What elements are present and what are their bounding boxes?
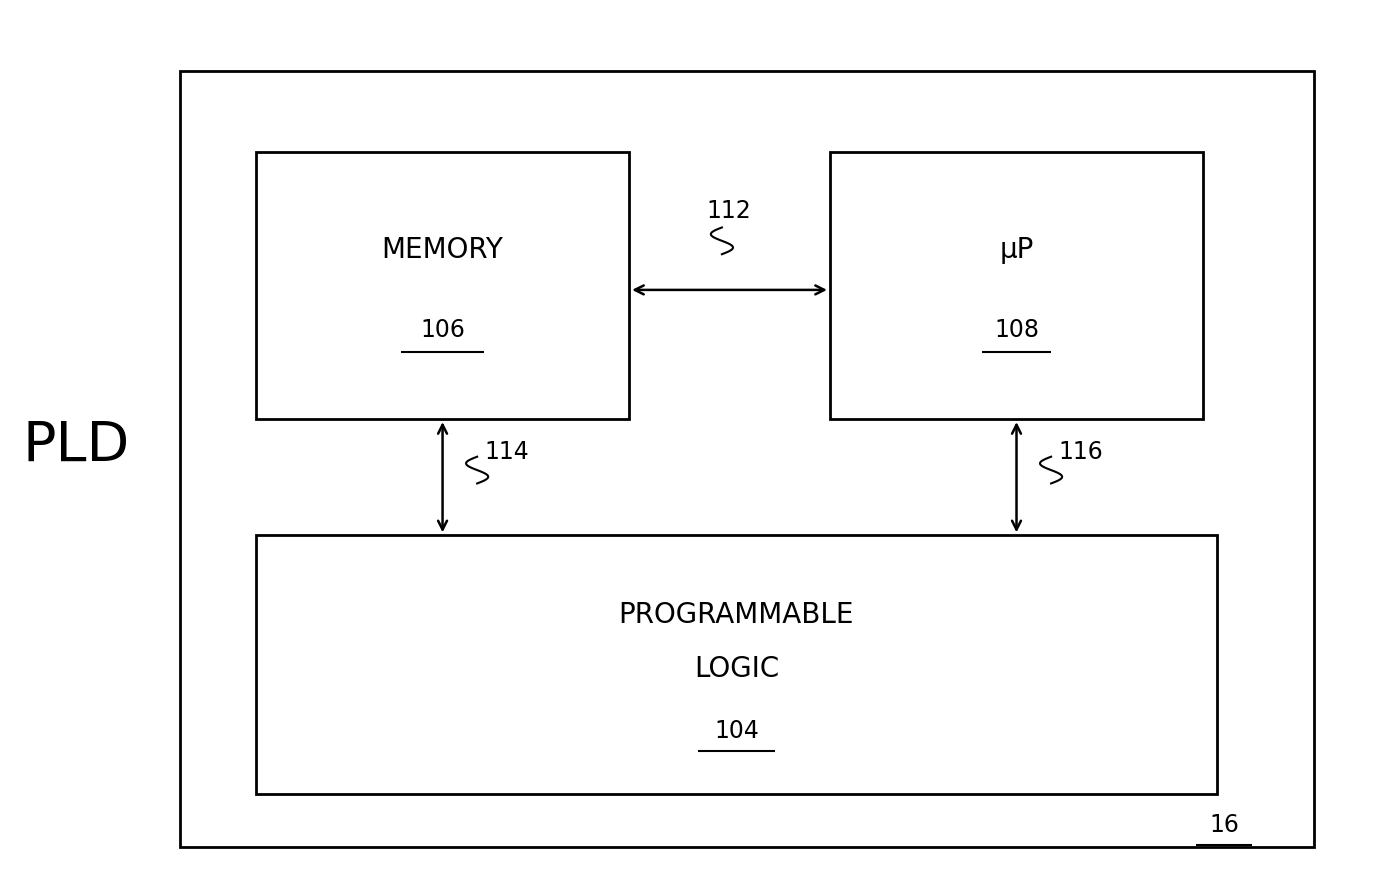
Text: 114: 114 [484,441,528,464]
Text: 106: 106 [420,318,465,342]
Text: μP: μP [1000,235,1033,264]
Text: PLD: PLD [22,419,130,473]
Text: PROGRAMMABLE: PROGRAMMABLE [618,601,855,630]
Bar [256,152,629,419]
Bar [830,152,1203,419]
Bar [180,71,1314,847]
Text: MEMORY: MEMORY [382,235,503,264]
Bar [256,535,1217,794]
Text: 116: 116 [1058,441,1102,464]
Text: 104: 104 [714,720,759,743]
Text: 108: 108 [994,318,1039,342]
Text: 112: 112 [707,199,751,223]
Text: LOGIC: LOGIC [694,655,779,683]
Text: 16: 16 [1209,814,1239,837]
